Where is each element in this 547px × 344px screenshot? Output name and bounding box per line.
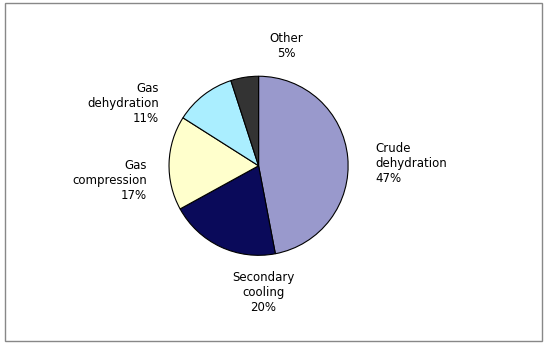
Text: Secondary
cooling
20%: Secondary cooling 20%	[232, 271, 295, 314]
Text: Gas
dehydration
11%: Gas dehydration 11%	[88, 82, 159, 125]
Wedge shape	[183, 80, 259, 166]
Text: Gas
compression
17%: Gas compression 17%	[72, 159, 147, 202]
Wedge shape	[169, 118, 259, 209]
Text: Other
5%: Other 5%	[269, 32, 303, 61]
Wedge shape	[231, 76, 259, 166]
Text: Crude
dehydration
47%: Crude dehydration 47%	[375, 142, 447, 185]
Wedge shape	[180, 166, 275, 255]
Wedge shape	[259, 76, 348, 254]
